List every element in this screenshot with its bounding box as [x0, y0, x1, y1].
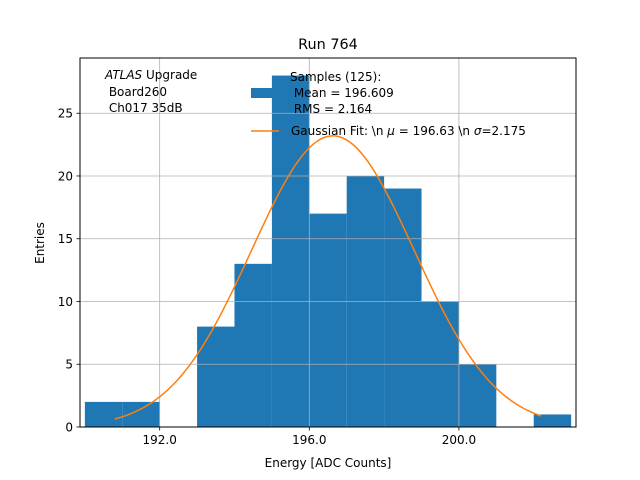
histogram-bar — [84, 401, 123, 427]
fit-label-prefix: Gaussian Fit: \n — [291, 124, 387, 138]
histogram-bar — [234, 263, 272, 427]
atlas-annotation: ATLAS Upgrade Board260 Ch017 35dB — [104, 68, 197, 115]
x-axis-ticks: 192.0 196.0 200.0 — [142, 427, 476, 447]
annotation-board: Board260 — [105, 85, 167, 99]
histogram-bar — [197, 326, 235, 427]
y-axis-ticks: 0 5 10 15 20 25 — [58, 107, 80, 434]
y-tick-label: 0 — [65, 420, 73, 434]
y-tick-label: 10 — [58, 295, 73, 309]
fit-label-mu: μ — [386, 124, 395, 138]
histogram-bar — [271, 75, 310, 428]
x-tick-label: 196.0 — [292, 433, 326, 447]
y-tick-label: 15 — [58, 232, 73, 246]
legend-hist-label-line3: RMS = 2.164 — [290, 102, 372, 116]
fit-label-suffix: =2.175 — [481, 124, 525, 138]
x-tick-label: 192.0 — [142, 433, 176, 447]
annotation-line-1: ATLAS Upgrade — [104, 68, 197, 82]
legend-hist-label-line2: Mean = 196.609 — [290, 86, 394, 100]
chart-title: Run 764 — [298, 37, 358, 53]
fit-label-sigma: σ — [474, 124, 482, 138]
x-axis-label: Energy [ADC Counts] — [265, 456, 392, 470]
histogram-bar — [458, 364, 497, 427]
y-tick-label: 5 — [65, 358, 73, 372]
fit-label-mid: = 196.63 \n — [395, 124, 474, 138]
annotation-channel: Ch017 35dB — [105, 101, 183, 115]
x-tick-label: 200.0 — [442, 433, 476, 447]
legend-hist-swatch — [251, 88, 279, 98]
legend-hist-label-line1: Samples (125): — [290, 70, 381, 84]
y-tick-label: 25 — [58, 107, 73, 121]
histogram-bar — [309, 213, 347, 427]
legend: Samples (125): Mean = 196.609 RMS = 2.16… — [251, 70, 526, 138]
y-axis-label: Entries — [33, 222, 47, 264]
atlas-label: ATLAS — [104, 68, 143, 82]
legend-fit-label: Gaussian Fit: \n μ = 196.63 \n σ=2.175 — [291, 124, 526, 138]
histogram-bar — [384, 188, 422, 427]
upgrade-label: Upgrade — [142, 68, 197, 82]
y-tick-label: 20 — [58, 169, 73, 183]
gaussian-fit-curve-layer — [114, 135, 542, 420]
axes-frame — [79, 57, 577, 428]
histogram-bar — [533, 414, 572, 427]
gaussian-fit-curve — [114, 135, 542, 420]
